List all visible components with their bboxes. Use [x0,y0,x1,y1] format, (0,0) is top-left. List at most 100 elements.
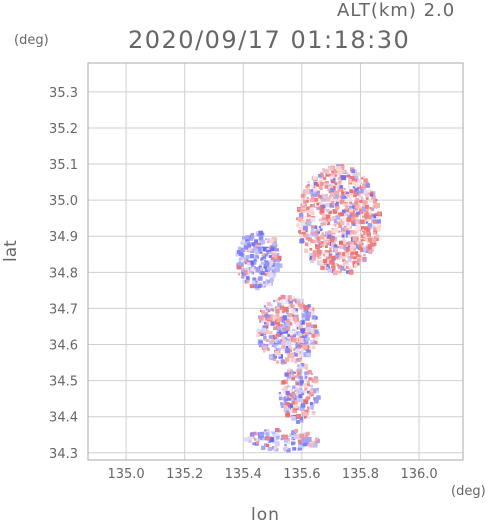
data-cell [277,302,282,308]
data-cell [350,213,355,218]
data-cell [266,347,270,351]
data-cell [290,393,295,398]
data-cell [286,369,291,373]
data-cell [371,217,374,220]
data-cell [260,257,264,260]
data-cell [310,227,315,232]
data-cell [275,333,280,337]
data-cell [292,358,297,363]
data-cell [305,396,309,400]
data-cell [283,400,287,404]
data-cell [245,237,250,242]
data-cell [342,252,346,256]
data-cell [272,314,277,319]
data-cell [321,198,325,202]
x-tick-label: 136.0 [400,467,437,482]
data-cell [285,318,290,323]
data-cell [287,396,292,401]
data-cell [278,392,281,395]
data-cell [263,305,266,308]
data-cell [281,340,287,346]
data-cell [365,205,368,208]
data-cell [253,241,259,247]
data-cell [252,247,256,251]
data-cell [312,250,317,254]
data-cell [266,314,271,319]
data-cell [259,264,262,267]
data-cell [356,191,360,194]
data-cell [299,433,305,439]
data-cell [346,216,352,222]
data-cell [331,242,336,248]
data-cell [263,336,267,340]
data-cell [294,389,297,392]
data-cell [352,202,355,206]
data-cell [338,230,341,233]
data-cell [352,222,356,226]
data-cell [293,311,298,316]
data-cell [312,224,316,228]
data-cell [349,201,353,205]
data-cell [375,198,378,201]
data-cell [310,330,313,333]
data-cell [273,299,276,303]
data-cell [367,211,372,216]
data-cell [341,234,345,238]
data-cell [346,221,350,224]
data-cell [322,213,327,219]
data-cell [373,227,377,231]
data-cell [261,314,265,318]
data-cell [340,194,346,200]
data-cell [330,173,333,176]
data-cell [310,204,314,208]
data-cell [364,213,369,218]
data-cell [320,193,325,198]
data-cell [303,225,308,231]
data-cell [321,263,325,267]
data-cell [297,217,303,222]
data-cell [281,344,286,349]
data-cell [289,409,293,413]
data-cell [275,336,279,340]
data-cell [253,245,257,250]
data-cell [288,330,293,336]
data-cell [286,371,291,376]
data-cell [263,345,268,350]
data-cell [365,227,371,233]
data-cell [289,346,293,350]
data-cell [270,431,273,434]
data-cell [308,182,311,185]
data-cell [375,234,380,239]
data-cell [246,267,251,271]
data-cell [306,219,310,223]
data-cell [267,309,271,313]
data-cell [249,260,254,265]
data-cell [345,252,349,257]
data-cell [307,184,310,187]
data-cell [297,399,300,402]
data-cell [235,252,240,257]
data-cell [311,315,316,320]
data-cell [353,256,357,260]
data-cell [375,203,380,208]
data-cell [291,416,296,421]
data-cell [302,383,307,387]
data-cell [346,192,349,196]
data-cell [295,358,299,361]
data-cell [362,186,366,190]
data-cell [253,278,258,283]
data-cell [307,370,312,375]
data-cell [344,208,350,213]
data-cell [265,238,268,241]
data-cell [336,245,340,249]
data-cell [311,333,316,338]
data-cell [325,259,329,264]
data-cell [312,252,318,257]
data-cell [299,338,304,343]
data-cell [349,241,352,244]
data-cell [369,199,373,203]
data-cell [343,191,348,196]
data-cell [300,369,303,372]
data-cell [283,408,288,413]
data-cell [268,238,274,244]
